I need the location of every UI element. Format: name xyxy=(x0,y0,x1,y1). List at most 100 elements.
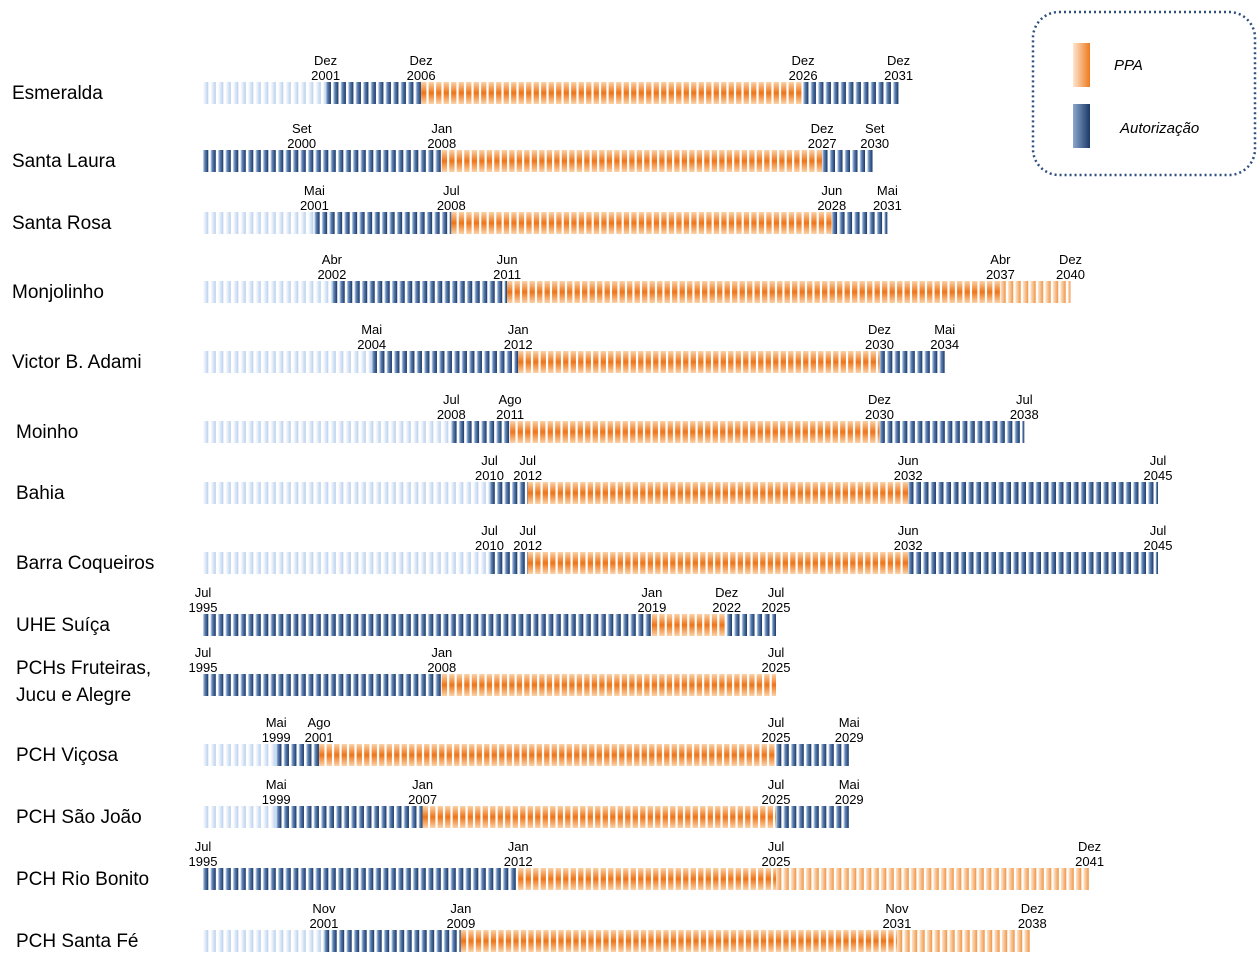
bar-stripe xyxy=(443,930,450,952)
bar-stripe xyxy=(679,281,685,303)
bar-stripe xyxy=(887,482,893,504)
bar-stripe xyxy=(813,744,819,766)
bar-stripe xyxy=(858,868,864,890)
bar-stripe xyxy=(762,281,768,303)
bar-stripe xyxy=(933,868,939,890)
bar-stripe xyxy=(621,674,628,696)
bar-stripe xyxy=(857,482,863,504)
bar-stripe xyxy=(591,150,598,172)
bar-stripe xyxy=(467,806,473,828)
bar-stripe xyxy=(343,806,349,828)
bar-stripe xyxy=(270,930,276,952)
bar-stripe xyxy=(811,212,817,234)
bar-stripe xyxy=(947,421,953,443)
bar-stripe xyxy=(852,150,858,172)
bar-stripe xyxy=(1020,552,1026,574)
bar-stripe xyxy=(640,930,647,952)
bar-stripe xyxy=(504,281,508,303)
bar-stripe xyxy=(882,281,888,303)
bar-stripe xyxy=(771,150,778,172)
bar-stripe xyxy=(969,421,975,443)
bar-stripe xyxy=(593,351,599,373)
bar-stripe xyxy=(927,281,933,303)
bar-stripe xyxy=(557,482,563,504)
bar-stripe xyxy=(618,930,624,952)
tick-month: Jul xyxy=(443,183,460,198)
bar-stripe xyxy=(634,744,640,766)
bar-stripe xyxy=(308,150,314,172)
bar-stripe xyxy=(394,744,400,766)
bar-stripe xyxy=(300,930,306,952)
bar-stripe xyxy=(325,82,331,104)
tick-year: 2034 xyxy=(930,337,959,352)
bar-stripe xyxy=(578,351,584,373)
segment-ppa-post xyxy=(776,868,1089,890)
bar-stripe xyxy=(486,150,493,172)
bar-stripe xyxy=(677,552,683,574)
segment-ppa xyxy=(518,351,880,373)
bar-stripe xyxy=(336,212,343,234)
bar-stripe xyxy=(746,744,752,766)
bar-stripe xyxy=(617,482,623,504)
bar-stripe xyxy=(934,281,940,303)
bar-stripe xyxy=(764,614,770,636)
bar-stripe xyxy=(451,281,458,303)
tick-month: Jul xyxy=(195,645,212,660)
bar-stripe xyxy=(559,281,565,303)
bar-stripe xyxy=(957,281,963,303)
bar-stripe xyxy=(1013,482,1019,504)
bar-stripe xyxy=(850,552,856,574)
bar-stripe xyxy=(330,281,332,303)
bar-stripe xyxy=(537,281,543,303)
bar-stripe xyxy=(696,614,703,636)
bar-stripe xyxy=(540,614,546,636)
bar-stripe xyxy=(428,150,434,172)
bar-stripe xyxy=(924,421,930,443)
bar-stripe xyxy=(313,806,319,828)
bar-stripe xyxy=(707,482,713,504)
bar-stripe xyxy=(712,421,718,443)
bar-stripe xyxy=(561,150,568,172)
bar-stripe xyxy=(276,806,282,828)
legend-frame xyxy=(1031,10,1257,177)
bar-stripe xyxy=(647,482,653,504)
bar-stripe xyxy=(263,482,269,504)
bar-stripe xyxy=(548,351,554,373)
bar-stripe xyxy=(413,552,419,574)
bar-stripe xyxy=(557,806,563,828)
bar-stripe xyxy=(612,281,618,303)
tick-month: Jan xyxy=(412,777,433,792)
bar-stripe xyxy=(855,351,861,373)
bar-stripe xyxy=(531,674,538,696)
bar-stripe xyxy=(1095,482,1101,504)
segment-auth xyxy=(489,482,528,504)
bar-stripe xyxy=(569,674,575,696)
bar-stripe xyxy=(803,212,810,234)
bar-stripe xyxy=(585,614,591,636)
bar-stripe xyxy=(293,150,299,172)
bar-stripe xyxy=(887,421,893,443)
bar-stripe xyxy=(783,930,789,952)
bar-stripe xyxy=(615,614,621,636)
bar-stripe xyxy=(434,212,440,234)
bar-stripe xyxy=(716,744,722,766)
bar-stripe xyxy=(401,744,407,766)
bar-stripe xyxy=(406,930,412,952)
bar-stripe xyxy=(775,552,781,574)
segment-ppa xyxy=(507,281,1000,303)
bar-stripe xyxy=(456,674,463,696)
bar-stripe xyxy=(555,421,561,443)
bar-stripe xyxy=(436,82,442,104)
bar-stripe xyxy=(603,930,609,952)
tick-month: Nov xyxy=(885,901,909,916)
bar-stripe xyxy=(338,482,344,504)
bar-stripe xyxy=(870,351,876,373)
bar-stripe xyxy=(323,482,329,504)
tick-year: 2009 xyxy=(446,916,475,931)
bar-stripe xyxy=(626,744,632,766)
bar-stripe xyxy=(711,150,718,172)
